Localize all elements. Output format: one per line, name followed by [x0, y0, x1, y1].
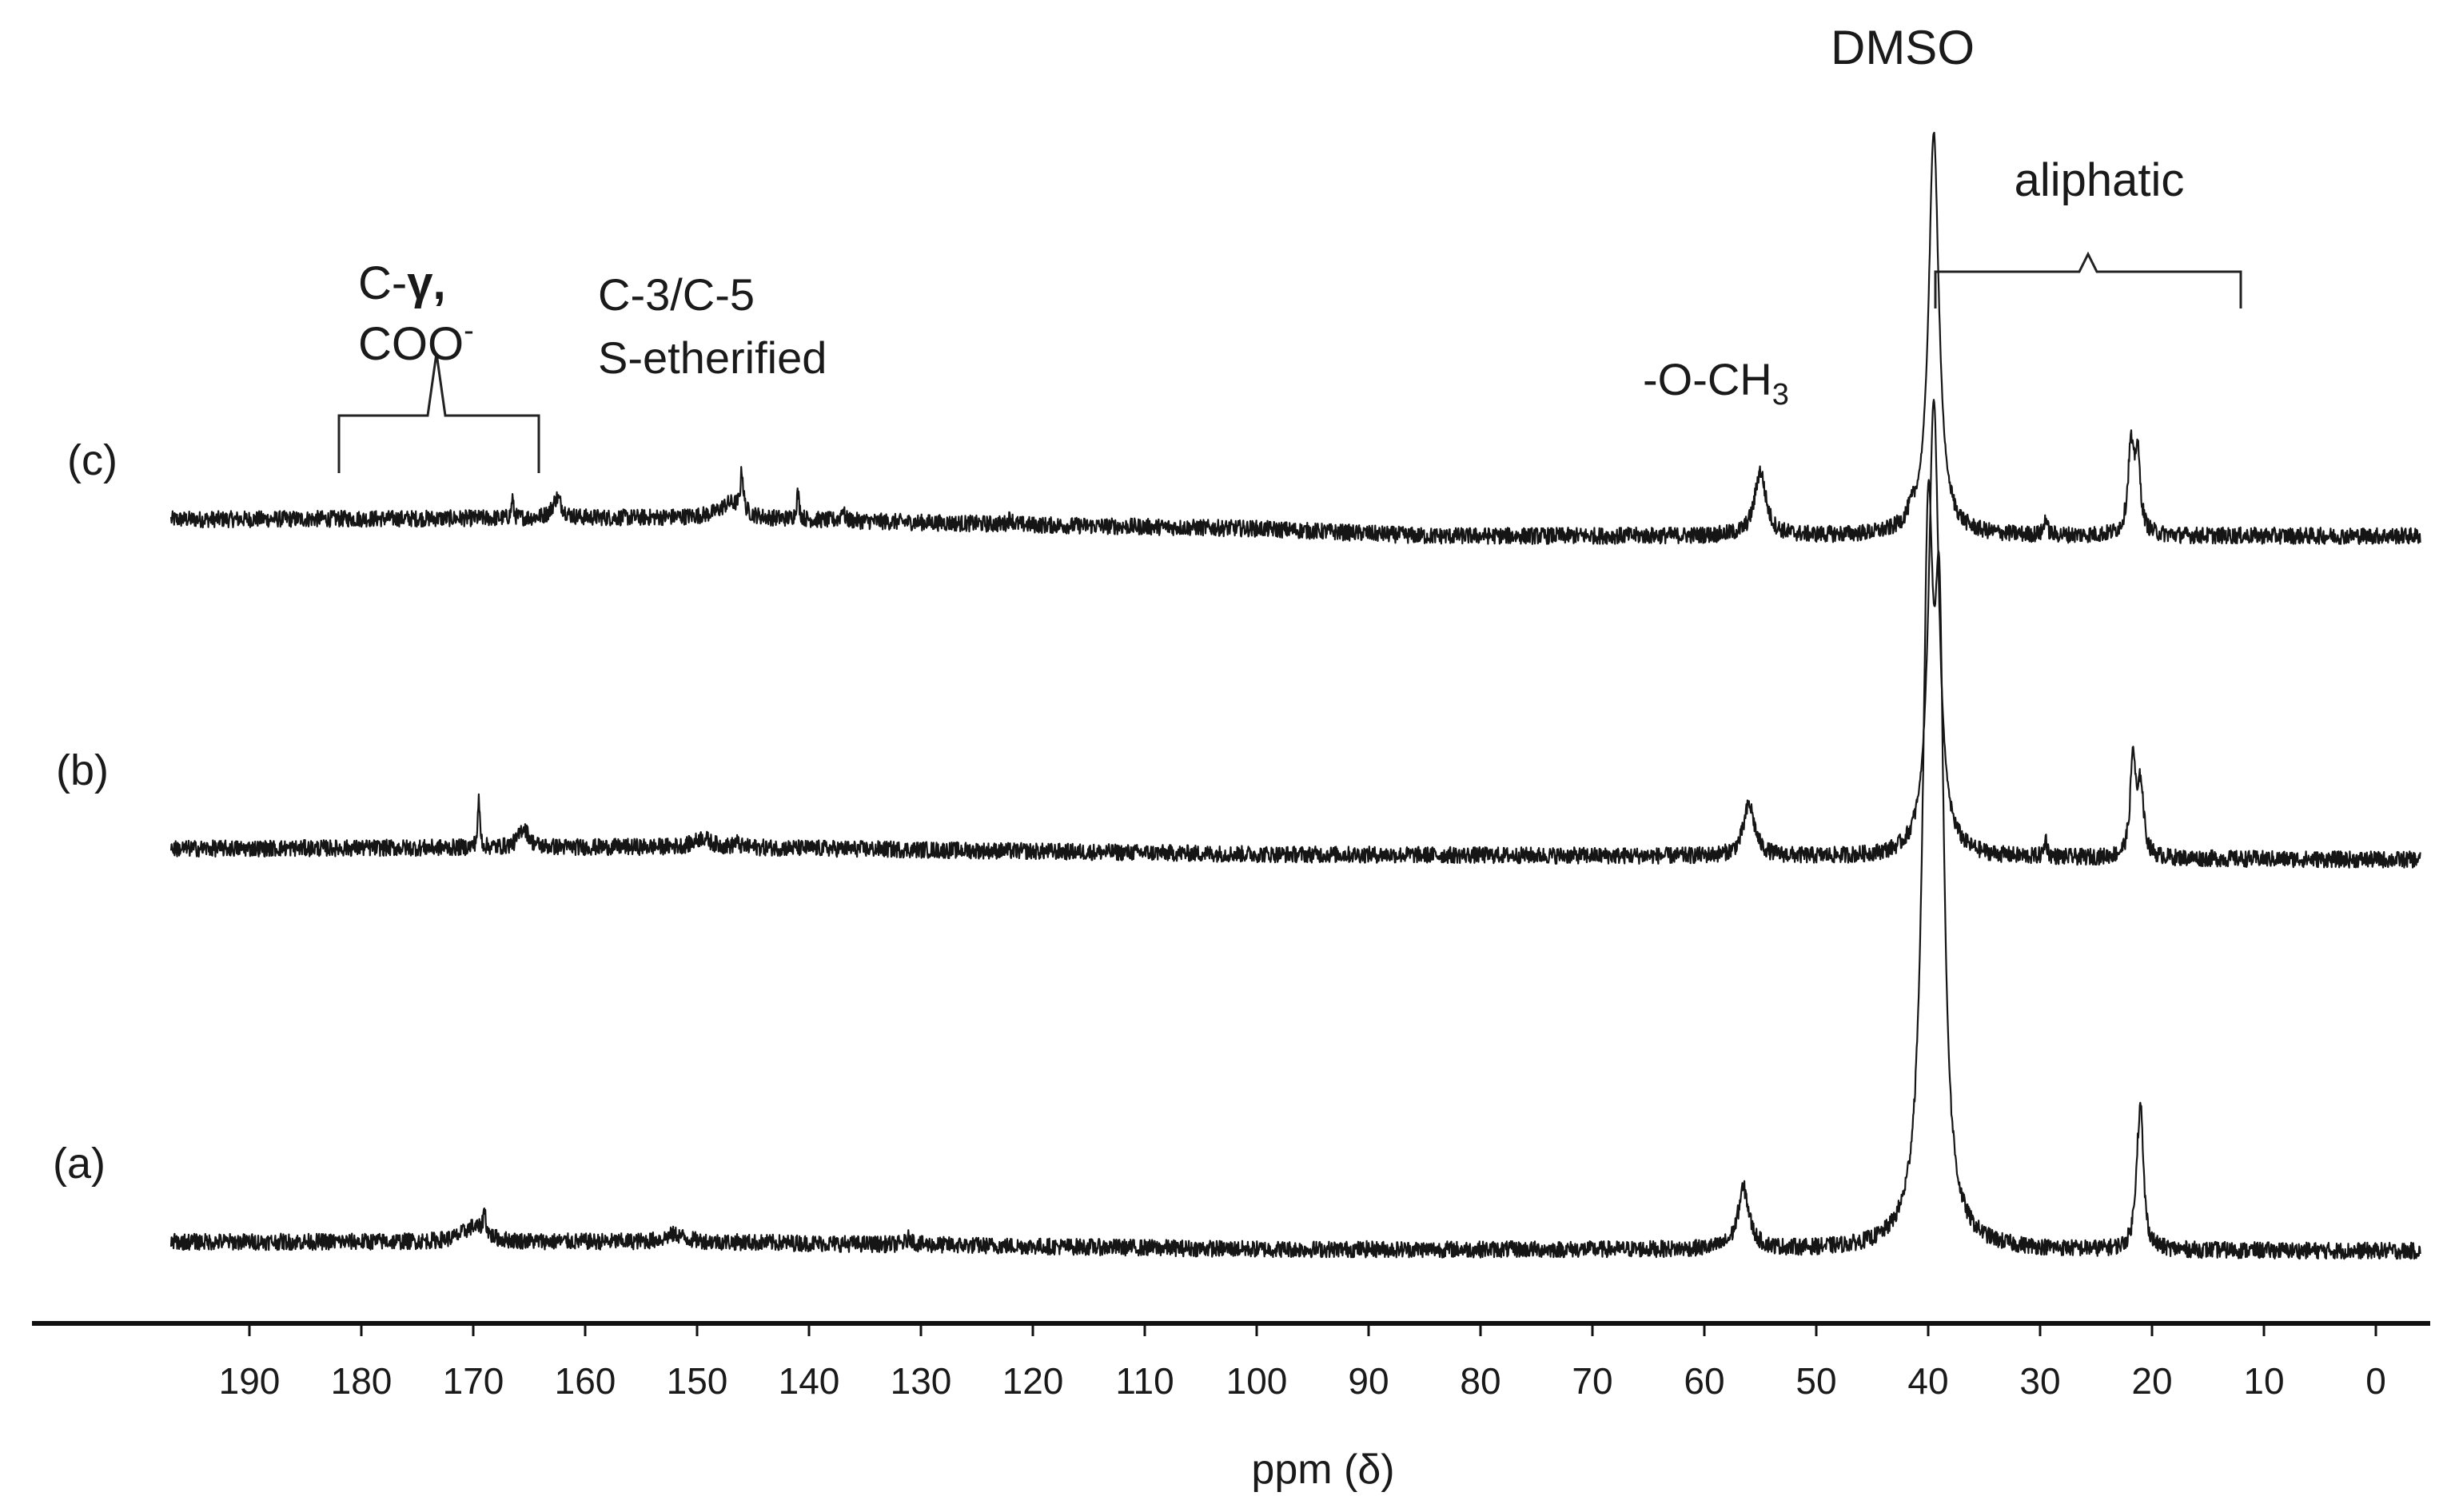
x-tick-label-130: 130	[891, 1360, 952, 1402]
x-tick-label-50: 50	[1795, 1360, 1836, 1402]
x-tick-label-20: 20	[2131, 1360, 2172, 1402]
dmso-label: DMSO	[1831, 21, 1975, 74]
x-tick-label-80: 80	[1460, 1360, 1500, 1402]
c-gamma-prefix: C-	[358, 257, 407, 309]
x-axis-ticks: 190 180 170 160 150 140 130 120 110 100 90 80 70 60 50…	[219, 1323, 2386, 1402]
coo-text: COO	[358, 318, 464, 370]
x-tick-label-0: 0	[2365, 1360, 2386, 1402]
coo-label: COO-	[358, 314, 474, 370]
x-tick-label-100: 100	[1226, 1360, 1288, 1402]
x-tick-label-30: 30	[2019, 1360, 2060, 1402]
trace-label-c: (c)	[67, 436, 118, 484]
x-tick-label-160: 160	[555, 1360, 616, 1402]
x-tick-label-120: 120	[1002, 1360, 1064, 1402]
methoxy-label: -O-CH3	[1643, 354, 1789, 412]
c-gamma-label: C-γ,	[358, 257, 446, 309]
x-tick-label-10: 10	[2243, 1360, 2284, 1402]
aliphatic-label: aliphatic	[2015, 154, 2185, 206]
x-tick-label-170: 170	[443, 1360, 504, 1402]
spectra-group	[169, 131, 2421, 1260]
x-tick-label-140: 140	[779, 1360, 840, 1402]
x-tick-label-150: 150	[667, 1360, 728, 1402]
x-tick-label-110: 110	[1115, 1360, 1174, 1402]
c3-c5-label: C-3/C-5	[598, 269, 755, 320]
carboxyl-bracket	[337, 352, 540, 473]
x-tick-label-40: 40	[1907, 1360, 1948, 1402]
x-tick-label-180: 180	[331, 1360, 393, 1402]
spectrum-trace-a	[169, 479, 2421, 1260]
methoxy-subscript: 3	[1772, 378, 1789, 412]
x-tick-label-90: 90	[1348, 1360, 1389, 1402]
annotation-group: DMSO aliphatic C-3/C-5 S-etherified C-γ,…	[358, 21, 2184, 412]
c-gamma-symbol: γ,	[407, 257, 445, 309]
x-axis: 190 180 170 160 150 140 130 120 110 100 90 80 70 60 50…	[32, 1321, 2430, 1493]
trace-label-a: (a)	[53, 1140, 106, 1188]
coo-superscript: -	[464, 314, 474, 348]
x-tick-label-190: 190	[219, 1360, 281, 1402]
trace-labels: (c) (b) (a)	[53, 436, 118, 1188]
spectrum-trace-c	[169, 131, 2421, 545]
x-tick-label-70: 70	[1572, 1360, 1612, 1402]
aliphatic-bracket	[1934, 251, 2242, 308]
methoxy-text: -O-CH	[1643, 354, 1772, 404]
s-etherified-label: S-etherified	[598, 332, 827, 383]
trace-label-b: (b)	[56, 746, 109, 794]
bracket-group	[337, 251, 2242, 473]
spectrum-trace-b	[169, 399, 2421, 869]
x-axis-title: ppm (δ)	[1251, 1446, 1394, 1493]
x-tick-label-60: 60	[1684, 1360, 1724, 1402]
